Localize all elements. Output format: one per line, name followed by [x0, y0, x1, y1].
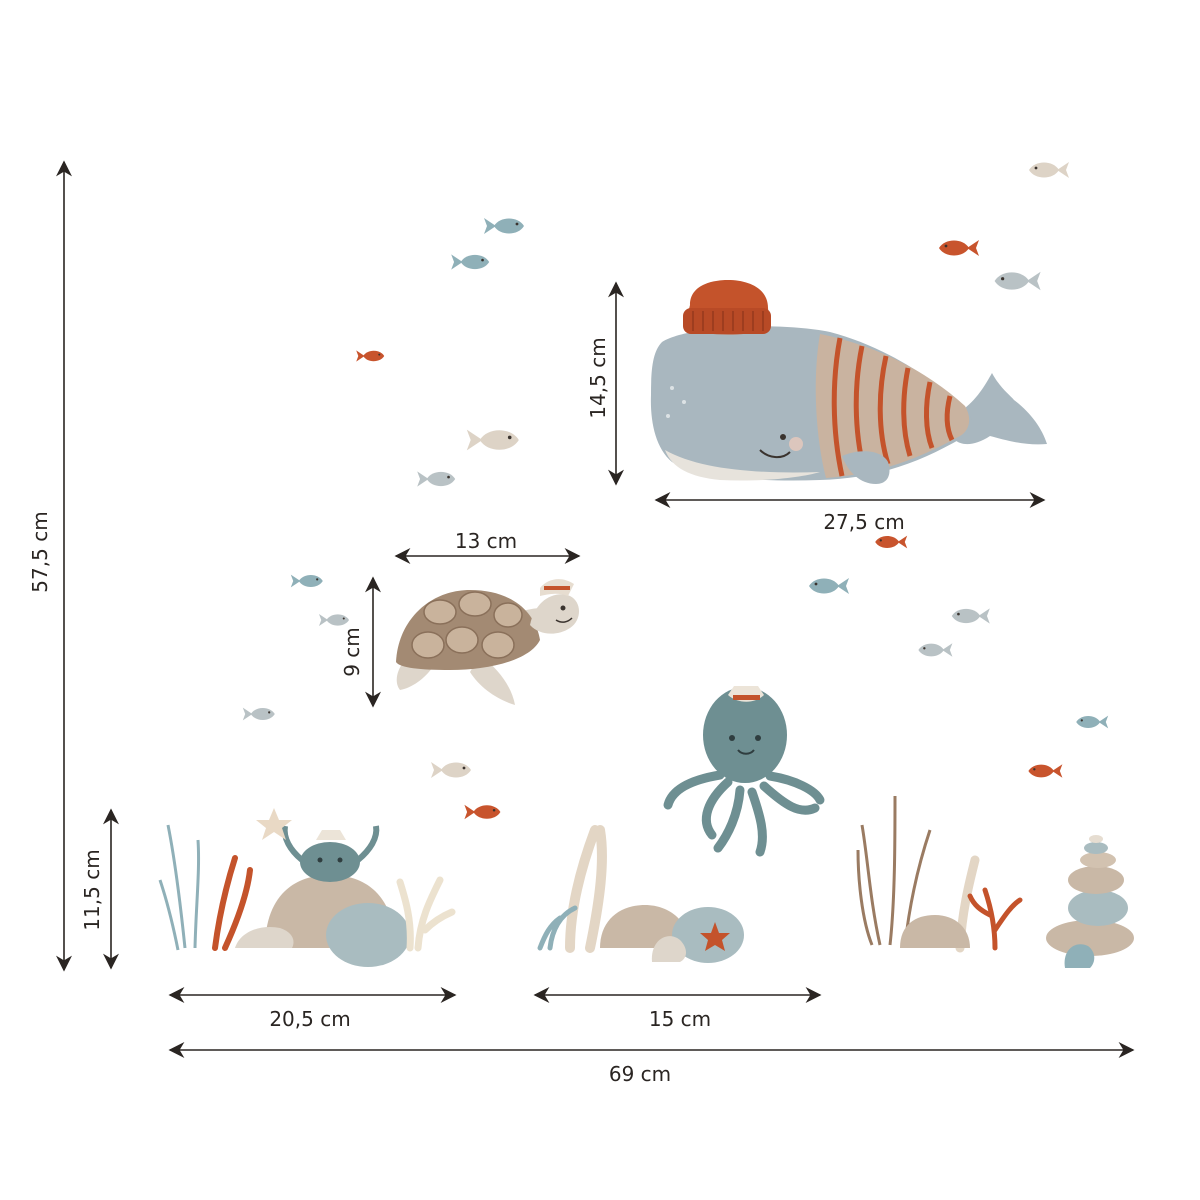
small-fish — [290, 574, 323, 588]
small-fish — [875, 535, 908, 549]
cairn-shell — [1064, 944, 1095, 968]
turtle-height-label: 9 cm — [340, 627, 364, 677]
crab-coral — [396, 876, 456, 952]
crab-group-width-label: 20,5 cm — [269, 1007, 351, 1031]
small-fish — [466, 429, 519, 451]
crab-rock-group — [158, 808, 456, 967]
middle-rock-group — [537, 825, 744, 963]
crab-blue-stone — [326, 903, 410, 967]
whale-fin — [842, 451, 890, 484]
turtle-width-label: 13 cm — [454, 529, 518, 553]
small-fish — [918, 643, 953, 657]
whale-illustration — [650, 280, 1047, 484]
crab-body — [300, 842, 360, 882]
cairn-base-stone — [1046, 920, 1134, 956]
small-fish — [1076, 715, 1109, 729]
middle-seashell — [651, 936, 686, 962]
right-rock — [900, 915, 970, 948]
crab-group-height-label: 11,5 cm — [80, 849, 104, 931]
small-fish-group — [242, 162, 1109, 820]
total-width-label: 69 cm — [608, 1062, 672, 1086]
turtle-eye — [560, 605, 566, 611]
small-fish — [464, 804, 501, 820]
octopus-illustration — [663, 686, 825, 857]
total-height-label: 57,5 cm — [28, 511, 52, 593]
small-fish — [242, 707, 275, 721]
turtle-head — [530, 594, 579, 634]
whale-tail — [950, 373, 1047, 445]
orange-starfish — [700, 922, 730, 951]
whale-width-label: 27,5 cm — [823, 510, 905, 534]
small-fish — [951, 608, 990, 624]
small-fish — [1028, 764, 1063, 778]
small-fish — [994, 271, 1041, 291]
small-fish — [417, 471, 456, 487]
whale-eye — [780, 434, 786, 440]
small-fish — [484, 218, 524, 234]
dimension-arrows — [56, 160, 1135, 1058]
turtle-illustration — [396, 579, 579, 705]
crab-shell-spiral — [235, 926, 294, 948]
small-fish — [356, 350, 385, 362]
whale-height-label: 14,5 cm — [586, 337, 610, 419]
small-fish — [431, 762, 471, 778]
starfish — [256, 808, 292, 840]
cairn-blue-stone — [1068, 890, 1128, 926]
small-fish — [809, 578, 849, 594]
rock-group-width-label: 15 cm — [648, 1007, 712, 1031]
whale-belly — [665, 450, 820, 481]
small-fish — [939, 240, 979, 256]
small-fish — [1029, 162, 1069, 178]
small-fish — [451, 254, 490, 270]
small-fish — [319, 614, 349, 626]
octopus-head — [703, 687, 787, 783]
right-seaweed-group — [856, 795, 1134, 968]
